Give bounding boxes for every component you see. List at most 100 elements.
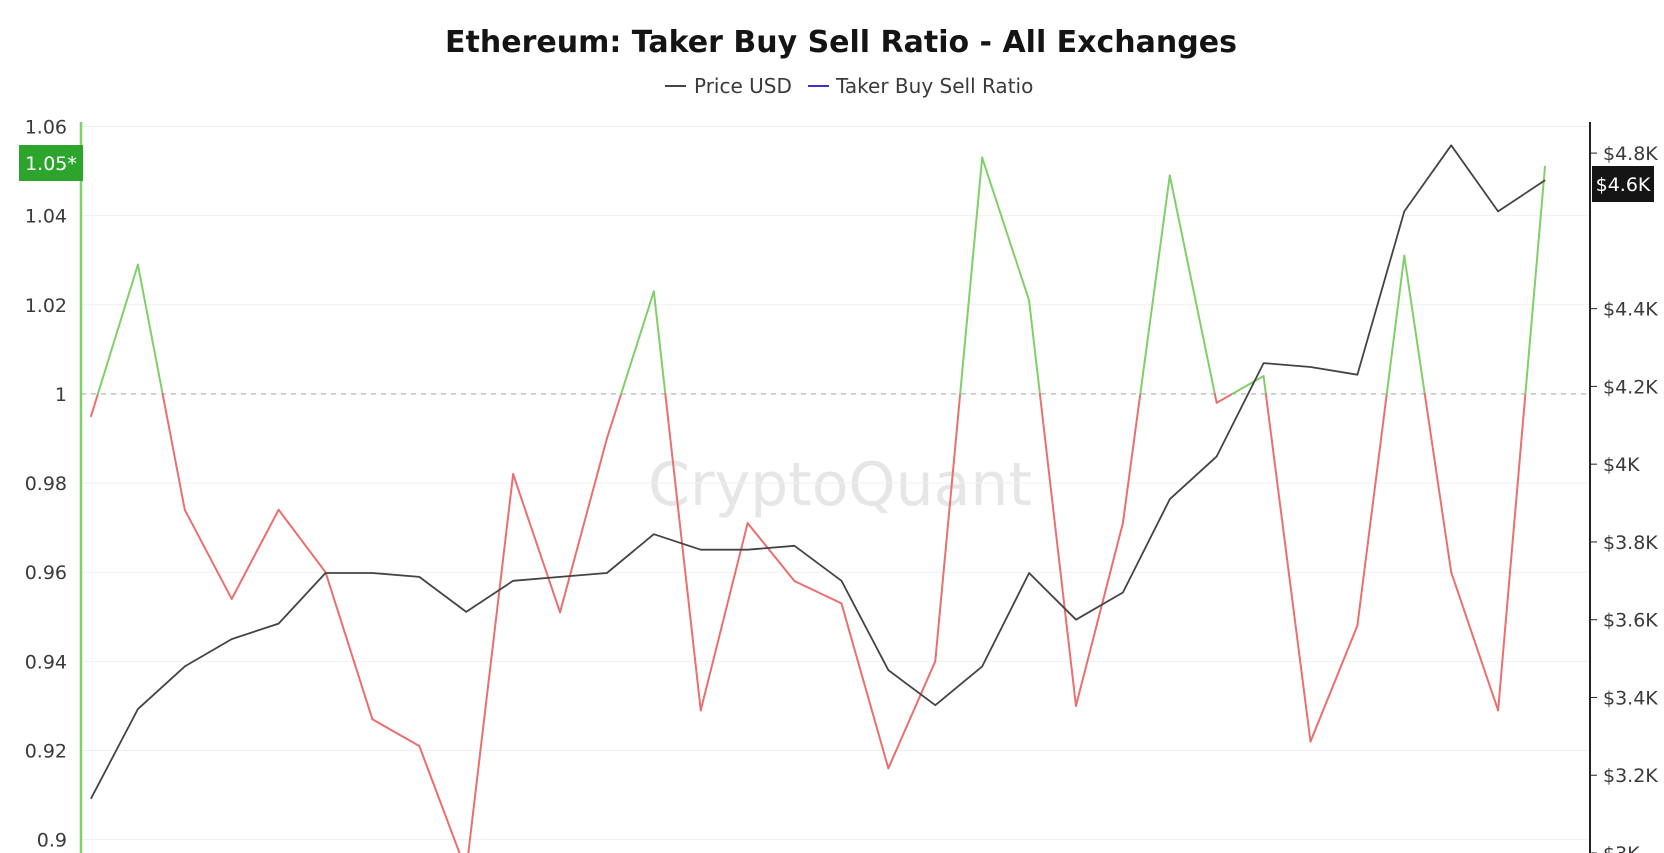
right-tick-label: $4.8K — [1603, 143, 1658, 165]
price-point — [1497, 210, 1499, 212]
left-tick-label: 0.98 — [25, 473, 67, 495]
right-tick-label: $3K — [1603, 843, 1640, 853]
left-tick-label: 1 — [55, 384, 67, 406]
ratio-line-segment — [1074, 522, 1124, 707]
left-tick-label: 1.06 — [25, 116, 67, 138]
price-point — [934, 704, 936, 706]
price-point — [1075, 619, 1077, 621]
price-point — [700, 549, 702, 551]
ratio-point — [1356, 625, 1358, 627]
right-tick-label: $4.4K — [1603, 299, 1658, 321]
ratio-point — [1169, 174, 1171, 176]
price-point — [90, 798, 92, 800]
ratio-line-segment — [324, 571, 374, 721]
ratio-line-segment — [1213, 392, 1218, 404]
ratio-line-segment — [1356, 392, 1388, 627]
ratio-line-segment — [371, 718, 421, 748]
left-value-marker: 1.05* — [19, 145, 83, 181]
price-point — [1216, 455, 1218, 457]
ratio-line-segment — [840, 602, 890, 770]
ratio-point — [934, 660, 936, 662]
ratio-point — [981, 157, 983, 159]
ratio-point — [1216, 402, 1218, 404]
ratio-series — [90, 156, 1546, 853]
price-point — [512, 580, 514, 582]
ratio-line-segment — [90, 392, 99, 418]
ratio-line-segment — [1028, 299, 1041, 395]
price-point — [840, 580, 842, 582]
ratio-point — [512, 473, 514, 475]
price-point — [606, 572, 608, 574]
ratio-point — [747, 522, 749, 524]
ratio-line-segment — [136, 263, 164, 395]
price-point — [1403, 210, 1405, 212]
right-tick-label: $3.8K — [1603, 532, 1658, 554]
left-tick-label: 0.9 — [37, 830, 67, 852]
ratio-point — [840, 602, 842, 604]
price-point — [1356, 374, 1358, 376]
right-axis-ticks: $3K $3.2K $3.4K $3.6K $3.8K $4K $4.2K $4.4K $4.8… — [1590, 143, 1658, 853]
price-point — [325, 572, 327, 574]
left-axis-ticks: 0.9 0.92 0.94 0.96 0.98 1 1.02 1.04 1.06 — [25, 116, 67, 851]
right-value-marker-label: $4.6K — [1596, 174, 1651, 196]
ratio-line-segment — [959, 156, 984, 395]
left-tick-label: 1.02 — [25, 295, 67, 317]
price-point — [465, 611, 467, 613]
left-value-marker-bg — [19, 145, 83, 181]
ratio-point — [606, 437, 608, 439]
ratio-point — [278, 509, 280, 511]
ratio-line-segment — [1231, 375, 1265, 395]
ratio-line-segment — [664, 392, 702, 712]
price-point — [1450, 144, 1452, 146]
price-point — [1544, 179, 1546, 181]
ratio-point — [1450, 571, 1452, 573]
ratio-point — [1309, 741, 1311, 743]
ratio-point — [887, 767, 889, 769]
ratio-line-segment — [699, 522, 749, 712]
ratio-line-segment — [652, 290, 667, 395]
ratio-line-segment — [161, 392, 186, 511]
legend-label-ratio: Taker Buy Sell Ratio — [835, 74, 1033, 98]
left-tick-label: 1.04 — [25, 206, 67, 228]
ratio-line-segment — [1524, 165, 1546, 395]
right-tick-label: $4K — [1603, 454, 1640, 476]
ratio-point — [1075, 705, 1077, 707]
price-point — [371, 572, 373, 574]
right-tick-label: $4.2K — [1603, 376, 1658, 398]
ratio-line-segment — [183, 508, 233, 600]
price-line — [90, 144, 1546, 800]
watermark: CryptoQuant — [648, 450, 1032, 520]
ratio-line-segment — [559, 437, 608, 614]
price-point — [278, 623, 280, 625]
right-tick-label: $3.6K — [1603, 610, 1658, 632]
ratio-line-segment — [1385, 254, 1406, 395]
right-tick-label: $3.2K — [1603, 765, 1658, 787]
price-point — [137, 708, 139, 710]
ratio-line-segment — [620, 290, 655, 395]
ratio-line-segment — [1121, 392, 1142, 525]
ratio-line-segment — [1423, 392, 1453, 574]
chart-title: Ethereum: Taker Buy Sell Ratio - All Exc… — [445, 25, 1237, 60]
ratio-point — [418, 745, 420, 747]
right-value-marker-bg — [1592, 166, 1654, 202]
ratio-line-segment — [418, 745, 461, 853]
price-point — [1309, 366, 1311, 368]
ratio-line-segment — [605, 392, 623, 440]
ratio-line-segment — [1264, 392, 1312, 743]
ratio-point — [1028, 299, 1030, 301]
ratio-line-segment — [1262, 375, 1267, 395]
ratio-point — [1544, 166, 1546, 168]
ratio-point — [653, 290, 655, 292]
price-point — [794, 545, 796, 547]
ratio-point — [794, 580, 796, 582]
ratio-line-segment — [277, 508, 327, 574]
ratio-line-segment — [230, 508, 280, 600]
price-point — [747, 549, 749, 551]
ratio-point — [1122, 522, 1124, 524]
price-point — [653, 533, 655, 535]
ratio-point — [371, 718, 373, 720]
ratio-line-segment — [793, 580, 843, 605]
price-series — [90, 144, 1546, 800]
legend: Price USD Taker Buy Sell Ratio — [665, 74, 1033, 98]
ratio-point — [700, 709, 702, 711]
